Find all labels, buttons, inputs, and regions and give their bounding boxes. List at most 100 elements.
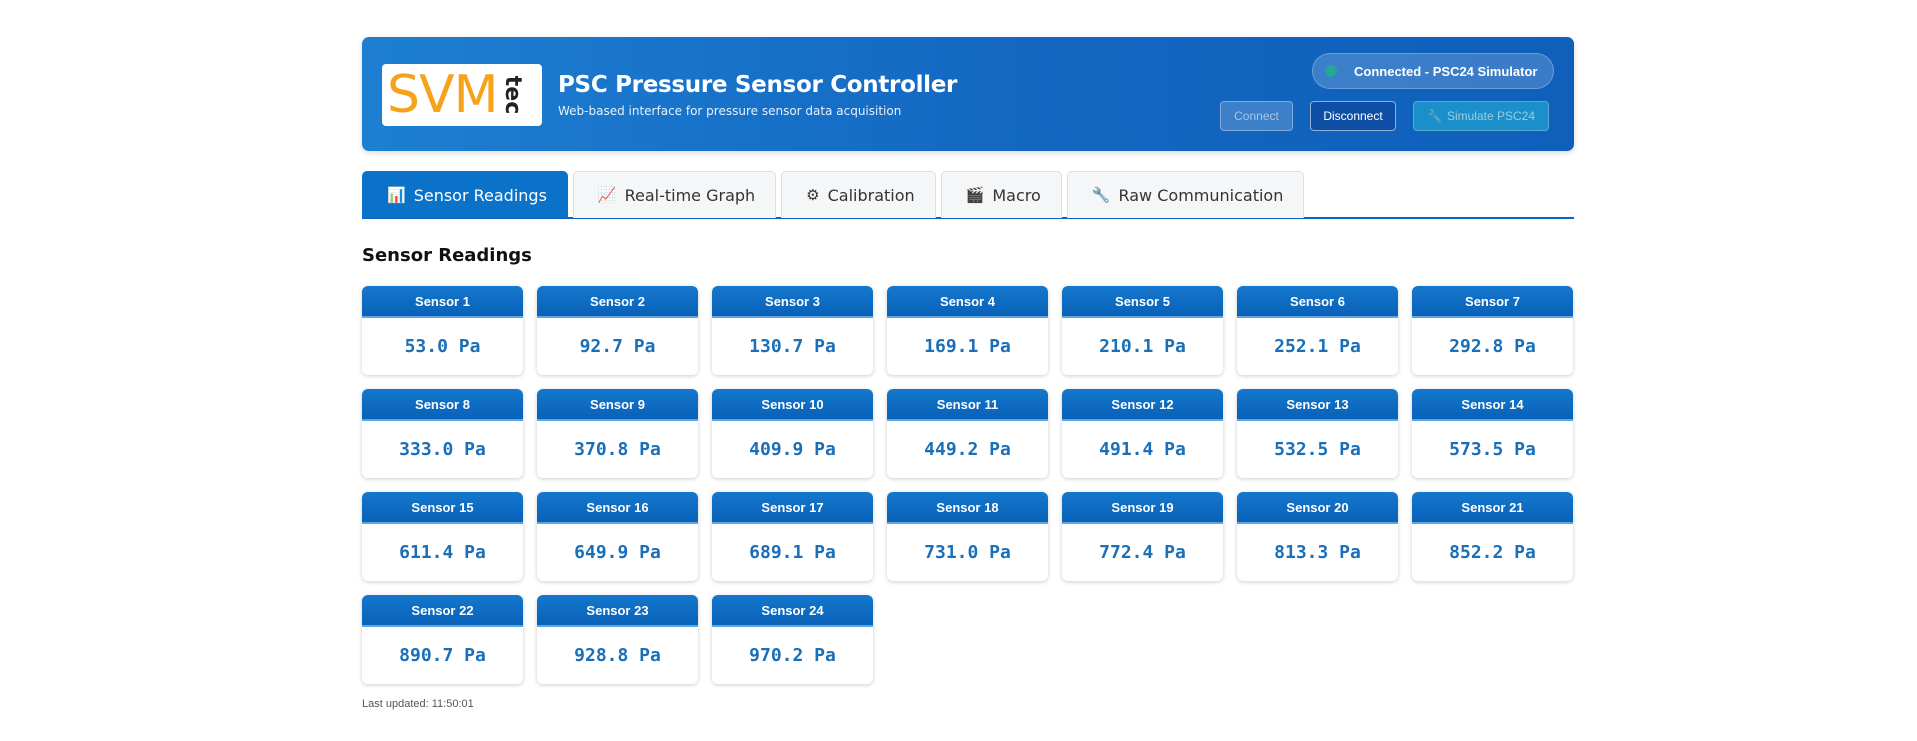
sensor-value: 890.7 Pa — [399, 645, 486, 666]
sensor-card: Sensor 22 890.7 Pa — [362, 595, 523, 684]
line-chart-icon: 📈 — [597, 186, 617, 204]
sensor-value: 813.3 Pa — [1274, 542, 1361, 563]
sensor-value: 731.0 Pa — [924, 542, 1011, 563]
sensor-value: 292.8 Pa — [1449, 336, 1536, 357]
sensor-name: Sensor 2 — [537, 286, 698, 318]
sensor-name: Sensor 5 — [1062, 286, 1223, 318]
sensor-value: 928.8 Pa — [574, 645, 661, 666]
sensor-card: Sensor 5 210.1 Pa — [1062, 286, 1223, 375]
clapperboard-icon: 🎬 — [965, 186, 985, 204]
sensor-card: Sensor 10 409.9 Pa — [712, 389, 873, 478]
sensor-value: 852.2 Pa — [1449, 542, 1536, 563]
sensor-card: Sensor 4 169.1 Pa — [887, 286, 1048, 375]
sensor-name: Sensor 7 — [1412, 286, 1573, 318]
sensor-card: Sensor 18 731.0 Pa — [887, 492, 1048, 581]
logo-sub-text: tec — [500, 75, 526, 115]
sensor-value: 252.1 Pa — [1274, 336, 1361, 357]
sensor-value: 491.4 Pa — [1099, 439, 1186, 460]
app-subtitle: Web-based interface for pressure sensor … — [558, 104, 902, 118]
app-container: SVM tec PSC Pressure Sensor Controller W… — [362, 37, 1574, 710]
connection-status-text: Connected - PSC24 Simulator — [1354, 63, 1538, 79]
svmtec-logo: SVM tec — [382, 64, 542, 126]
sensor-name: Sensor 21 — [1412, 492, 1573, 524]
sensor-card: Sensor 17 689.1 Pa — [712, 492, 873, 581]
section-title: Sensor Readings — [362, 245, 532, 266]
tab-macro[interactable]: 🎬 Macro — [940, 171, 1062, 218]
app-header: SVM tec PSC Pressure Sensor Controller W… — [362, 37, 1574, 151]
sensor-value: 370.8 Pa — [574, 439, 661, 460]
tab-label: Real-time Graph — [624, 185, 756, 205]
wrench-icon: 🔧 — [1091, 186, 1111, 204]
sensor-name: Sensor 4 — [887, 286, 1048, 318]
tab-label: Macro — [992, 185, 1041, 205]
sensor-card: Sensor 13 532.5 Pa — [1237, 389, 1398, 478]
sensor-name: Sensor 13 — [1237, 389, 1398, 421]
tab-bar: 📊 Sensor Readings 📈 Real-time Graph ⚙ Calibra… — [362, 171, 1574, 219]
disconnect-button[interactable]: Disconnect — [1310, 101, 1396, 131]
last-updated: Last updated: 11:50:01 — [362, 698, 474, 710]
sensor-name: Sensor 8 — [362, 389, 523, 421]
status-dot-icon — [1325, 65, 1337, 77]
sensor-card: Sensor 15 611.4 Pa — [362, 492, 523, 581]
tab-label: Raw Communication — [1118, 185, 1284, 205]
sensor-value: 53.0 Pa — [404, 336, 481, 357]
sensor-name: Sensor 20 — [1237, 492, 1398, 524]
sensor-value: 611.4 Pa — [399, 542, 486, 563]
sensor-card: Sensor 11 449.2 Pa — [887, 389, 1048, 478]
app-title: PSC Pressure Sensor Controller — [558, 72, 958, 98]
sensor-value: 970.2 Pa — [749, 645, 836, 666]
sensor-name: Sensor 10 — [712, 389, 873, 421]
sensor-card: Sensor 7 292.8 Pa — [1412, 286, 1573, 375]
sensor-name: Sensor 1 — [362, 286, 523, 318]
sensor-value: 130.7 Pa — [749, 336, 836, 357]
connect-button[interactable]: Connect — [1220, 101, 1293, 131]
sensor-name: Sensor 16 — [537, 492, 698, 524]
logo-main-text: SVM — [387, 65, 498, 125]
sensor-value: 772.4 Pa — [1099, 542, 1186, 563]
sensor-name: Sensor 12 — [1062, 389, 1223, 421]
sensor-name: Sensor 18 — [887, 492, 1048, 524]
sensor-name: Sensor 22 — [362, 595, 523, 627]
sensor-card: Sensor 14 573.5 Pa — [1412, 389, 1573, 478]
tab-calibration[interactable]: ⚙ Calibration — [781, 171, 936, 218]
tab-raw-communication[interactable]: 🔧 Raw Communication — [1066, 171, 1305, 218]
sensor-name: Sensor 17 — [712, 492, 873, 524]
sensor-name: Sensor 9 — [537, 389, 698, 421]
sensor-name: Sensor 14 — [1412, 389, 1573, 421]
sensor-value: 573.5 Pa — [1449, 439, 1536, 460]
sensor-card: Sensor 23 928.8 Pa — [537, 595, 698, 684]
sensor-value: 210.1 Pa — [1099, 336, 1186, 357]
gear-icon: ⚙ — [806, 186, 820, 204]
simulate-psc24-label: Simulate PSC24 — [1446, 109, 1535, 123]
sensor-name: Sensor 19 — [1062, 492, 1223, 524]
sensor-card: Sensor 24 970.2 Pa — [712, 595, 873, 684]
sensor-card: Sensor 2 92.7 Pa — [537, 286, 698, 375]
sensor-value: 532.5 Pa — [1274, 439, 1361, 460]
sensor-name: Sensor 24 — [712, 595, 873, 627]
sensor-card: Sensor 21 852.2 Pa — [1412, 492, 1573, 581]
tab-sensor-readings[interactable]: 📊 Sensor Readings — [362, 171, 568, 218]
sensor-name: Sensor 15 — [362, 492, 523, 524]
sensor-grid: Sensor 1 53.0 Pa Sensor 2 92.7 Pa Sensor 3 13… — [362, 286, 1574, 684]
bar-chart-icon: 📊 — [387, 186, 406, 204]
sensor-value: 333.0 Pa — [399, 439, 486, 460]
sensor-name: Sensor 23 — [537, 595, 698, 627]
sensor-card: Sensor 16 649.9 Pa — [537, 492, 698, 581]
sensor-value: 169.1 Pa — [924, 336, 1011, 357]
sensor-value: 649.9 Pa — [574, 542, 661, 563]
sensor-card: Sensor 20 813.3 Pa — [1237, 492, 1398, 581]
tab-label: Sensor Readings — [413, 185, 547, 205]
sensor-card: Sensor 12 491.4 Pa — [1062, 389, 1223, 478]
sensor-card: Sensor 6 252.1 Pa — [1237, 286, 1398, 375]
simulate-psc24-button[interactable]: 🔧 Simulate PSC24 — [1413, 101, 1549, 131]
tab-realtime-graph[interactable]: 📈 Real-time Graph — [572, 171, 777, 218]
sensor-card: Sensor 19 772.4 Pa — [1062, 492, 1223, 581]
sensor-value: 92.7 Pa — [579, 336, 656, 357]
sensor-card: Sensor 9 370.8 Pa — [537, 389, 698, 478]
sensor-card: Sensor 8 333.0 Pa — [362, 389, 523, 478]
sensor-name: Sensor 6 — [1237, 286, 1398, 318]
sensor-name: Sensor 11 — [887, 389, 1048, 421]
sensor-value: 409.9 Pa — [749, 439, 836, 460]
title-block: PSC Pressure Sensor Controller Web-based… — [558, 72, 957, 118]
sensor-value: 689.1 Pa — [749, 542, 836, 563]
